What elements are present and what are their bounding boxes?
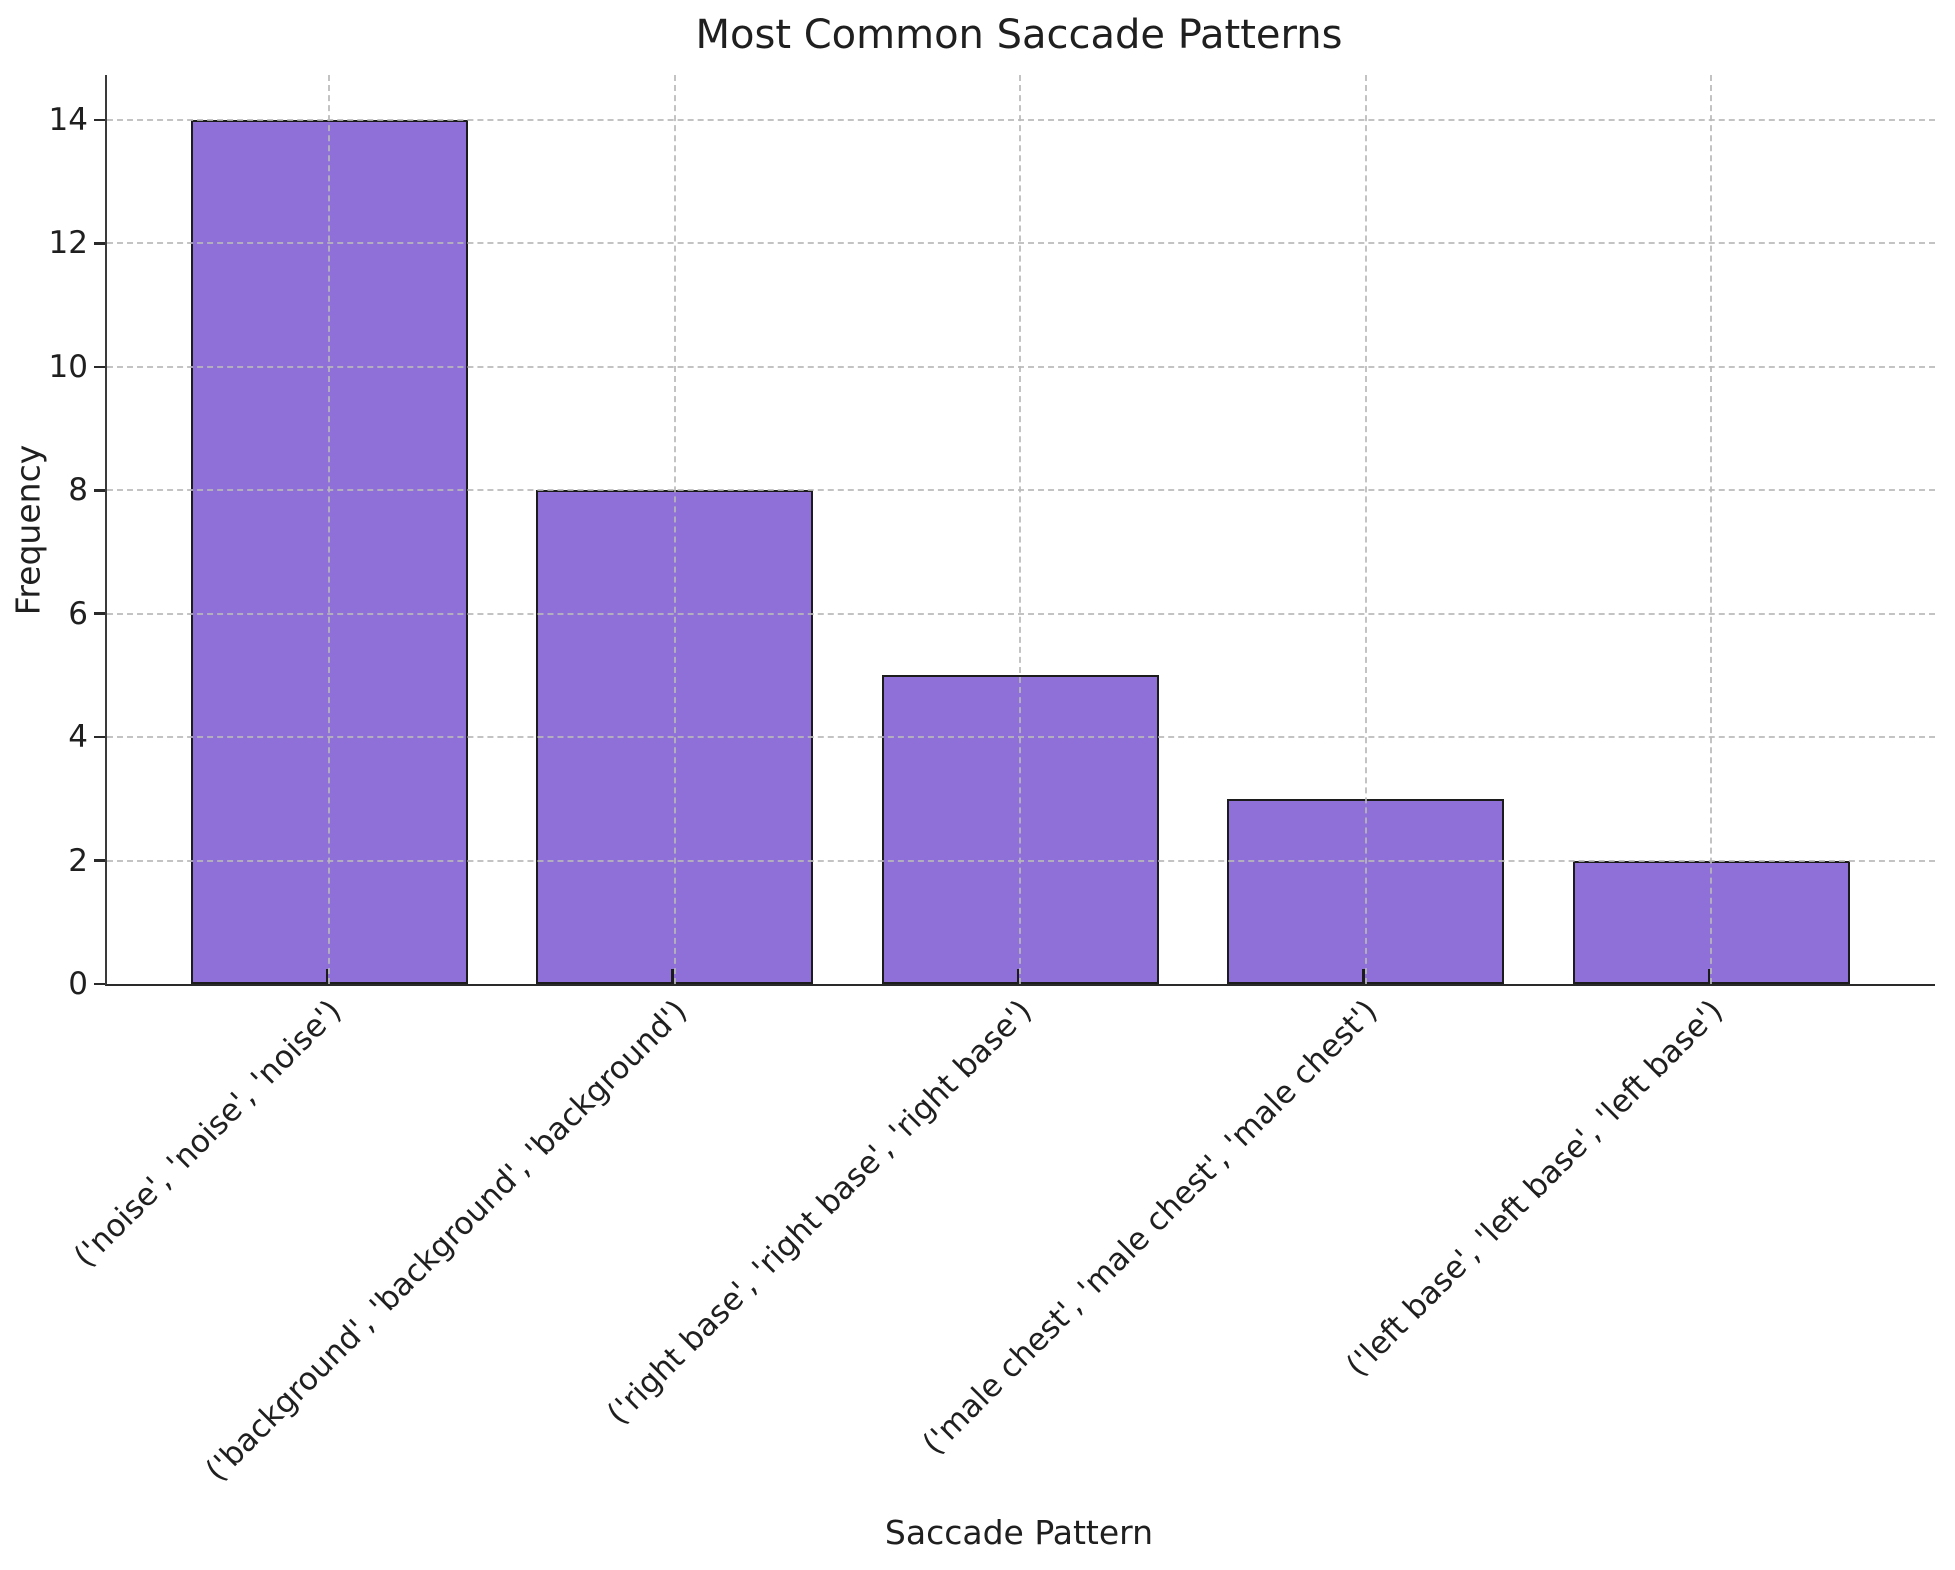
y-tick — [94, 118, 105, 122]
y-tick-label: 12 — [48, 225, 88, 262]
y-tick-label: 2 — [68, 842, 88, 879]
y-tick — [94, 242, 105, 245]
bar — [881, 675, 1159, 984]
bar — [190, 120, 468, 984]
y-tick-label: 0 — [68, 966, 88, 1002]
bar — [1227, 798, 1504, 984]
y-tick-label: 6 — [68, 595, 88, 632]
x-tick-label: ('left base', 'left base', 'left base') — [1339, 993, 1731, 1384]
x-tick — [1362, 969, 1365, 984]
x-tick — [671, 969, 674, 984]
y-tick-label: 4 — [68, 719, 88, 756]
y-tick — [94, 612, 105, 615]
y-tick — [94, 982, 105, 986]
y-tick — [94, 735, 105, 739]
chart-title: Most Common Saccade Patterns — [695, 12, 1343, 58]
y-tick-label: 14 — [48, 102, 88, 139]
y-tick-label: 8 — [68, 472, 88, 509]
bars-layer — [107, 75, 1935, 984]
y-tick — [94, 859, 105, 862]
x-tick — [1016, 969, 1020, 984]
y-tick — [94, 489, 105, 492]
bar — [536, 490, 813, 984]
x-tick-label: ('noise', 'noise', 'noise') — [66, 993, 349, 1275]
x-tick — [1707, 969, 1711, 984]
x-tick-label: ('right base', 'right base', 'right base… — [600, 993, 1040, 1432]
x-tick — [325, 969, 329, 984]
y-tick — [94, 365, 105, 369]
y-tick-label: 10 — [48, 348, 88, 385]
x-axis-label: Saccade Pattern — [884, 1513, 1154, 1552]
bar — [1572, 860, 1850, 984]
plot-area — [105, 75, 1935, 986]
